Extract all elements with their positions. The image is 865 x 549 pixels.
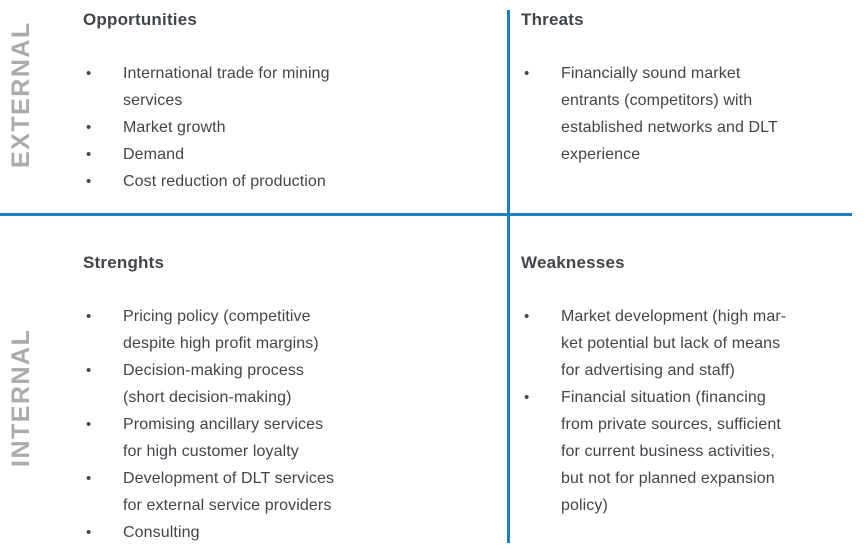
- list-item-text: Market growth: [123, 119, 226, 136]
- list-item: • Market growth: [83, 114, 443, 141]
- quadrant-opportunities: Opportunities • International trade for …: [83, 6, 443, 195]
- quadrant-strengths: Strenghts • Pricing policy (competitive …: [83, 249, 443, 546]
- list-item-text: Financially sound market entrants (compe…: [561, 65, 778, 163]
- list-item-text: Promising ancillary services for high cu…: [123, 416, 324, 460]
- bullet-icon: •: [86, 119, 92, 136]
- list-item: • Development of DLT services for extern…: [83, 465, 443, 519]
- list-item-text: Consulting: [123, 524, 200, 541]
- list-item: • Consulting: [83, 519, 443, 546]
- opportunities-list: • International trade for mining service…: [83, 60, 443, 195]
- list-item: • Decision-making process (short decisio…: [83, 357, 443, 411]
- horizontal-divider-line: [0, 213, 852, 216]
- list-item: • Cost reduction of production: [83, 168, 443, 195]
- list-item-text: Market development (high mar- ket potent…: [561, 308, 787, 379]
- bullet-icon: •: [524, 308, 530, 325]
- bullet-icon: •: [86, 146, 92, 163]
- quadrant-threats: Threats • Financially sound market entra…: [521, 6, 856, 168]
- list-item-text: Financial situation (financing from priv…: [561, 389, 781, 514]
- bullet-icon: •: [86, 173, 92, 190]
- axis-label-external: EXTERNAL: [7, 21, 35, 168]
- strengths-list: • Pricing policy (competitive despite hi…: [83, 303, 443, 546]
- vertical-divider-line: [507, 10, 510, 543]
- quadrant-title-threats: Threats: [521, 10, 584, 29]
- bullet-icon: •: [86, 524, 92, 541]
- bullet-icon: •: [86, 308, 92, 325]
- list-item: • International trade for mining service…: [83, 60, 443, 114]
- quadrant-title-weaknesses: Weaknesses: [521, 253, 625, 272]
- quadrant-title-strengths: Strenghts: [83, 253, 165, 272]
- list-item: • Demand: [83, 141, 443, 168]
- axis-label-internal: INTERNAL: [7, 328, 35, 467]
- list-item: • Promising ancillary services for high …: [83, 411, 443, 465]
- list-item-text: Pricing policy (competitive despite high…: [123, 308, 319, 352]
- bullet-icon: •: [86, 362, 92, 379]
- list-item: • Financial situation (financing from pr…: [521, 384, 861, 519]
- list-item-text: Development of DLT services for external…: [123, 470, 335, 514]
- bullet-icon: •: [524, 389, 530, 406]
- list-item-text: Demand: [123, 146, 185, 163]
- threats-list: • Financially sound market entrants (com…: [521, 60, 856, 168]
- list-item: • Market development (high mar- ket pote…: [521, 303, 861, 384]
- list-item-text: Cost reduction of production: [123, 173, 326, 190]
- bullet-icon: •: [86, 470, 92, 487]
- bullet-icon: •: [86, 416, 92, 433]
- bullet-icon: •: [524, 65, 530, 82]
- bullet-icon: •: [86, 65, 92, 82]
- list-item-text: Decision-making process (short decision-…: [123, 362, 305, 406]
- list-item-text: International trade for mining services: [123, 65, 330, 109]
- list-item: • Pricing policy (competitive despite hi…: [83, 303, 443, 357]
- list-item: • Financially sound market entrants (com…: [521, 60, 856, 168]
- weaknesses-list: • Market development (high mar- ket pote…: [521, 303, 861, 519]
- quadrant-weaknesses: Weaknesses • Market development (high ma…: [521, 249, 861, 519]
- quadrant-title-opportunities: Opportunities: [83, 10, 198, 29]
